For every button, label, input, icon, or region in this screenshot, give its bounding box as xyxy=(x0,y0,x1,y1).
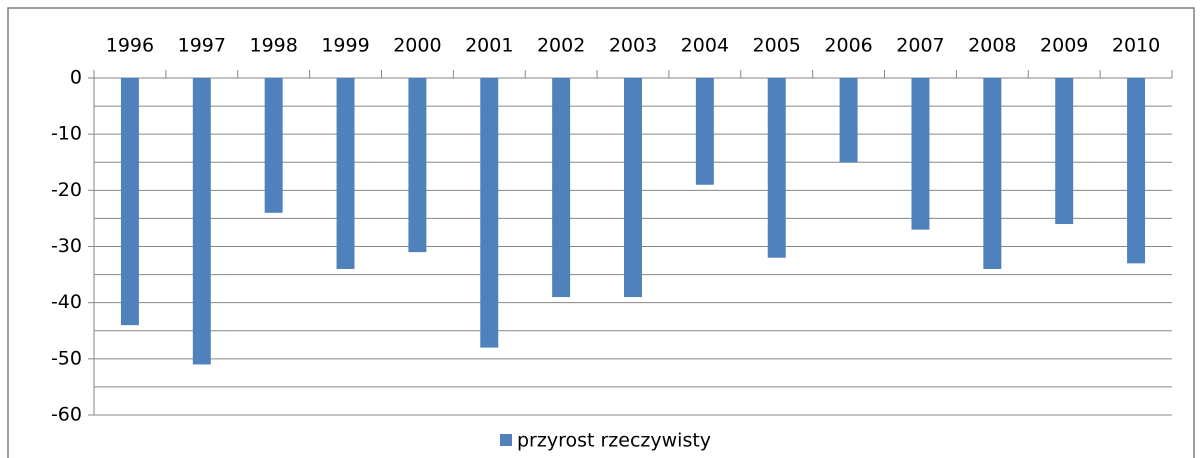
bar xyxy=(911,78,930,230)
x-tick-label: 2010 xyxy=(1112,35,1160,57)
bar xyxy=(624,78,642,298)
bar xyxy=(408,78,427,253)
y-tick-label: -50 xyxy=(51,347,82,369)
legend-label: przyrost rzeczywisty xyxy=(517,430,711,452)
bar xyxy=(336,78,355,269)
x-tick-label: 1996 xyxy=(106,35,154,57)
bar xyxy=(695,78,714,185)
bar xyxy=(1127,78,1146,264)
x-tick-label: 2000 xyxy=(393,35,441,57)
y-tick-label: -40 xyxy=(51,291,82,313)
chart-frame xyxy=(7,7,1195,458)
bar xyxy=(552,78,571,298)
x-tick-label: 1999 xyxy=(321,35,369,57)
bar xyxy=(1055,78,1074,225)
y-tick-label: -30 xyxy=(51,235,82,257)
x-tick-label: 2007 xyxy=(896,35,944,57)
bar xyxy=(480,78,499,348)
y-tick-label: -20 xyxy=(51,179,82,201)
x-tick-label: 2005 xyxy=(753,35,801,57)
x-tick-label: 2004 xyxy=(681,35,729,57)
x-tick-label: 2008 xyxy=(968,35,1016,57)
bar xyxy=(192,78,211,365)
bar xyxy=(264,78,283,213)
bar xyxy=(767,78,786,258)
y-tick-label: -60 xyxy=(51,404,82,426)
bar xyxy=(120,78,139,326)
x-tick-label: 2002 xyxy=(537,35,585,57)
x-tick-label: 1997 xyxy=(178,35,226,57)
y-tick-label: 0 xyxy=(70,67,82,89)
x-tick-label: 2006 xyxy=(824,35,872,57)
bar xyxy=(839,78,858,163)
x-tick-label: 2009 xyxy=(1040,35,1088,57)
y-tick-label: -10 xyxy=(51,123,82,145)
x-tick-label: 1998 xyxy=(249,35,297,57)
x-tick-label: 2001 xyxy=(465,35,513,57)
x-tick-label: 2003 xyxy=(609,35,657,57)
legend-swatch xyxy=(500,434,512,446)
bar xyxy=(983,78,1002,269)
